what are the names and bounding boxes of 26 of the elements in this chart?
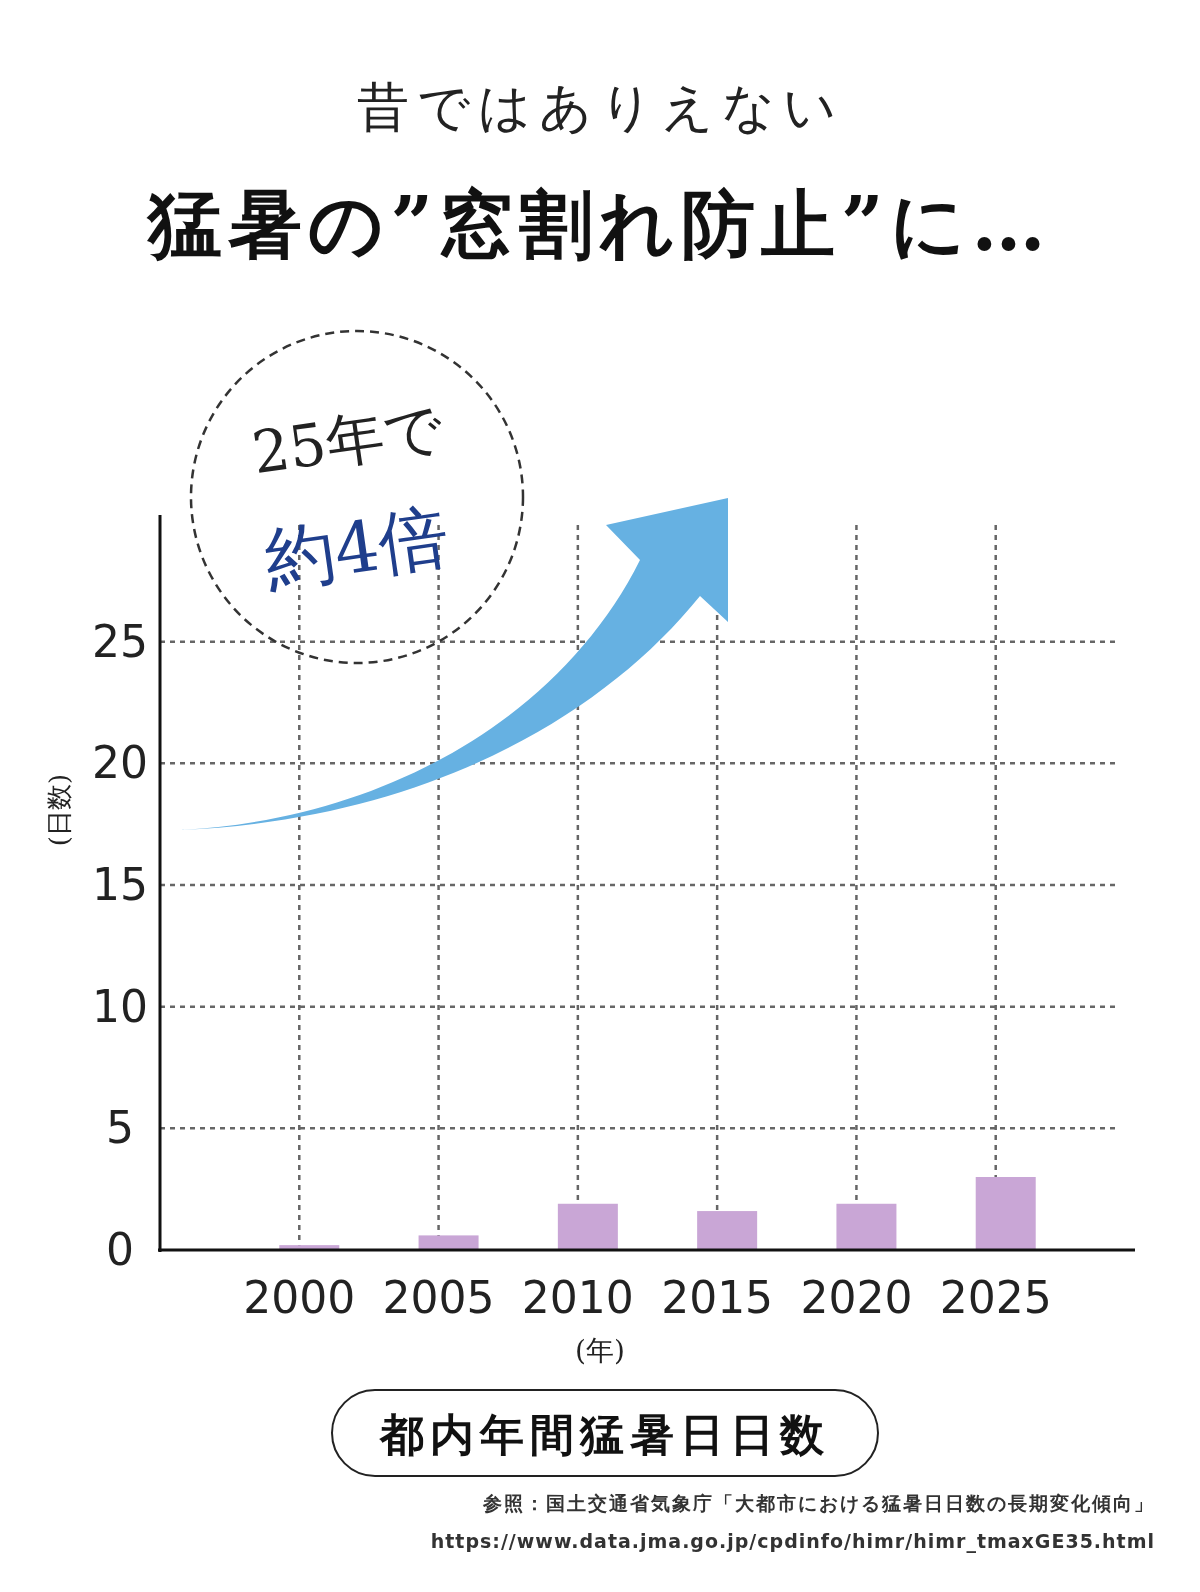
x-tick-label: 2025 xyxy=(939,1272,1052,1323)
bar xyxy=(975,1177,1036,1250)
chart-subtitle: 昔ではありえない xyxy=(356,77,844,137)
x-tick-label: 2015 xyxy=(661,1272,774,1323)
x-tick-label: 2010 xyxy=(521,1272,634,1323)
y-axis-title: (日数) xyxy=(44,773,74,847)
text: 25年で xyxy=(248,393,448,488)
x-axis-title: (年) xyxy=(575,1334,625,1367)
y-tick-label: 25 xyxy=(92,615,148,667)
bar xyxy=(418,1235,479,1250)
chart-title: 猛暑の”窓割れ防止”に… xyxy=(146,181,1052,267)
text: https://www.data.jma.go.jp/cpdinfo/himr/himr_tmaxGE35.html xyxy=(430,1530,1155,1553)
annotation: 約4倍 xyxy=(259,494,454,602)
bar xyxy=(697,1211,758,1250)
y-tick-label: 20 xyxy=(92,737,148,789)
bar xyxy=(836,1203,897,1250)
bar xyxy=(557,1203,618,1250)
y-tick-label: 5 xyxy=(106,1102,134,1154)
y-tick-label: 15 xyxy=(92,859,148,910)
x-tick-label: 2000 xyxy=(243,1272,356,1323)
x-tick-label: 2005 xyxy=(382,1272,495,1323)
y-tick-label: 0 xyxy=(106,1224,134,1275)
text: 参照：国土交通省気象庁「大都市における猛暑日日数の長期変化傾向」 xyxy=(482,1492,1155,1514)
text: 都内年間猛暑日日数 xyxy=(379,1409,830,1460)
y-tick-label: 10 xyxy=(92,980,148,1032)
x-tick-label: 2020 xyxy=(800,1272,913,1323)
